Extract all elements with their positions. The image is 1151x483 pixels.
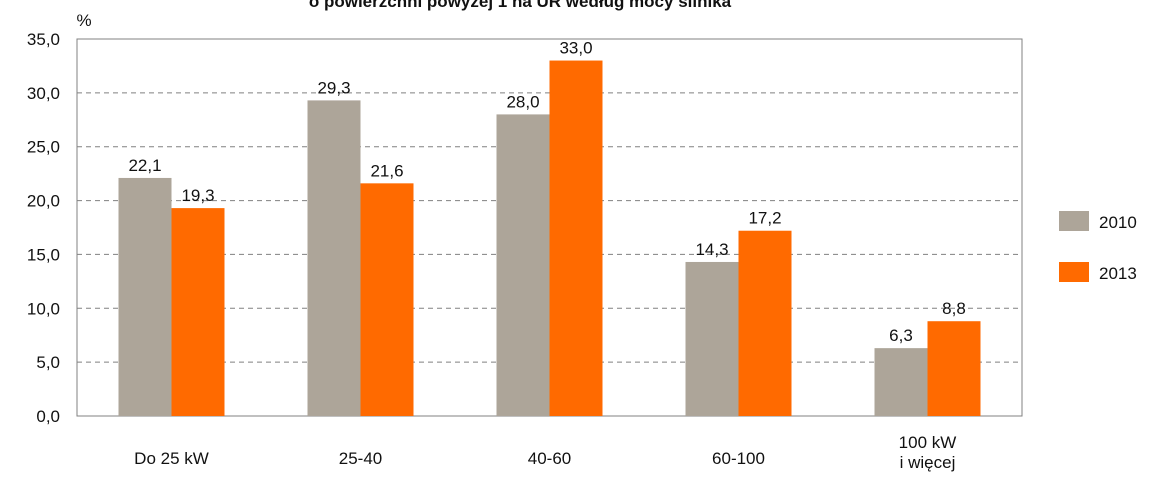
bar-2010 xyxy=(874,348,928,416)
bar-2013 xyxy=(549,60,603,417)
data-label-2013: 33,0 xyxy=(559,39,592,58)
bar-2013 xyxy=(171,208,225,416)
x-tick-label: Do 25 kW xyxy=(134,449,209,468)
x-tick-label: 40-60 xyxy=(528,449,571,468)
x-axis: Do 25 kW 25-40 40-60 60-100 100 kW i więcej xyxy=(134,433,956,472)
bar-2010 xyxy=(496,114,550,417)
legend: 2010 2013 xyxy=(1059,211,1137,283)
data-label-2010: 6,3 xyxy=(889,326,913,345)
y-tick-label: 10,0 xyxy=(27,299,60,318)
data-label-2013: 21,6 xyxy=(370,161,403,180)
data-label-2010: 14,3 xyxy=(695,240,728,259)
bar-2013 xyxy=(360,183,414,416)
data-label-2013: 8,8 xyxy=(942,299,966,318)
x-tick-label: 60-100 xyxy=(712,449,765,468)
chart-title: o powierzchni powyżej 1 ha UR według moc… xyxy=(309,0,732,11)
x-tick-label: 25-40 xyxy=(339,449,382,468)
bar-2013 xyxy=(738,230,792,416)
y-tick-label: 25,0 xyxy=(27,138,60,157)
bars xyxy=(118,60,981,417)
y-tick-label: 20,0 xyxy=(27,192,60,211)
legend-label-2013: 2013 xyxy=(1099,264,1137,283)
data-label-2010: 28,0 xyxy=(506,92,539,111)
y-axis-unit-label: % xyxy=(76,11,91,30)
gridlines xyxy=(77,92,1022,363)
legend-swatch-2010 xyxy=(1059,211,1089,231)
data-label-2010: 29,3 xyxy=(317,78,350,97)
bar-2013 xyxy=(927,321,981,416)
bar-2010 xyxy=(118,177,172,416)
y-tick-label: 30,0 xyxy=(27,84,60,103)
y-tick-label: 35,0 xyxy=(27,30,60,49)
data-label-2013: 19,3 xyxy=(181,186,214,205)
bar-2010 xyxy=(307,100,361,416)
y-tick-label: 0,0 xyxy=(36,407,60,426)
bar-2010 xyxy=(685,261,739,416)
legend-swatch-2013 xyxy=(1059,262,1089,282)
x-tick-label: 100 kW i więcej xyxy=(899,433,957,472)
legend-label-2010: 2010 xyxy=(1099,213,1137,232)
y-tick-label: 15,0 xyxy=(27,245,60,264)
data-label-2013: 17,2 xyxy=(748,209,781,228)
data-label-2010: 22,1 xyxy=(128,156,161,175)
y-tick-label: 5,0 xyxy=(36,353,60,372)
data-labels: 22,1 19,3 29,3 21,6 28,0 33,0 14,3 17,2 6,3 8,8 xyxy=(128,39,965,346)
y-axis: 0,0 5,0 10,0 15,0 20,0 25,0 30,0 35,0 xyxy=(27,30,60,426)
